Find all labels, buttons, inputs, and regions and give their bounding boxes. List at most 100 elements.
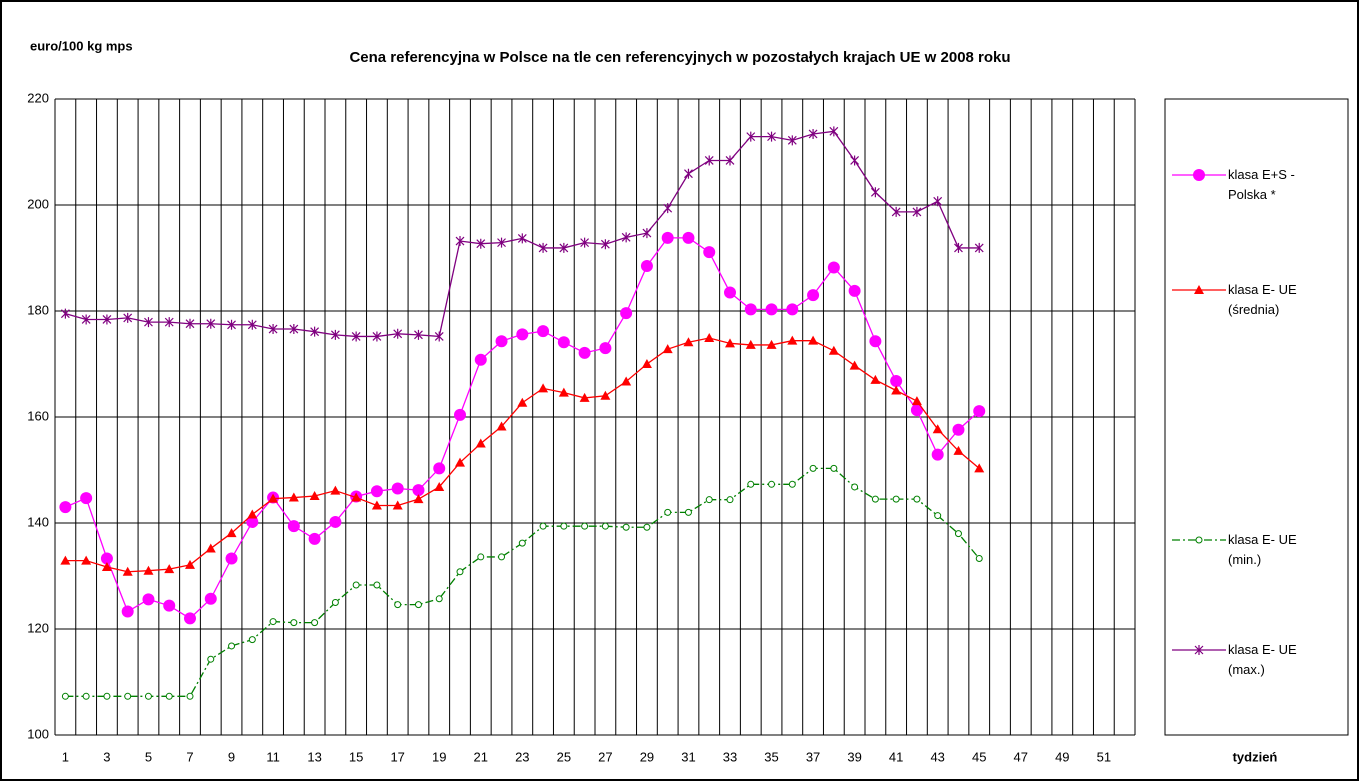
point — [498, 553, 506, 561]
x-tick-label: 3 — [103, 749, 110, 764]
point — [786, 303, 799, 316]
point — [413, 494, 424, 504]
point — [351, 492, 362, 502]
point — [973, 405, 986, 418]
point — [682, 231, 695, 244]
point — [204, 592, 217, 605]
point — [933, 196, 943, 207]
point — [186, 692, 194, 700]
chart-title: Cena referencyjna w Polsce na tle cen re… — [349, 49, 1010, 66]
point — [101, 561, 112, 571]
point — [581, 522, 589, 530]
x-tick-label: 25 — [557, 749, 571, 764]
point — [517, 397, 528, 407]
point — [643, 523, 651, 531]
point — [455, 236, 465, 247]
point — [869, 335, 882, 348]
point — [912, 206, 922, 217]
point — [144, 692, 152, 700]
point — [851, 483, 859, 491]
point — [226, 528, 237, 538]
y-tick-label: 100 — [27, 726, 49, 741]
point — [143, 565, 154, 575]
point — [185, 559, 195, 569]
point — [664, 508, 672, 516]
point — [290, 619, 298, 627]
point — [725, 155, 735, 166]
point — [621, 376, 632, 386]
point — [455, 457, 465, 467]
point — [910, 404, 923, 417]
x-tick-label: 43 — [930, 749, 944, 764]
point — [808, 128, 818, 139]
point — [248, 636, 256, 644]
point — [640, 259, 653, 272]
point — [663, 203, 673, 214]
point — [309, 490, 320, 500]
point — [435, 595, 443, 603]
point — [517, 233, 527, 244]
point — [850, 155, 860, 166]
point — [474, 353, 487, 366]
point — [205, 543, 216, 553]
point — [892, 495, 900, 503]
point — [82, 692, 90, 700]
point — [974, 463, 985, 473]
point — [122, 566, 133, 576]
x-tick-label: 31 — [681, 749, 695, 764]
point — [891, 206, 901, 217]
point — [454, 408, 466, 421]
point — [662, 344, 673, 354]
point — [352, 581, 360, 589]
y-tick-label: 200 — [27, 196, 49, 211]
point — [475, 438, 486, 448]
point — [268, 324, 278, 335]
point — [787, 135, 797, 146]
point — [641, 359, 652, 368]
x-tick-label: 51 — [1097, 749, 1111, 764]
point — [393, 328, 403, 339]
x-tick-label: 1 — [62, 749, 69, 764]
point — [954, 530, 962, 538]
point — [81, 314, 91, 325]
point — [414, 601, 422, 609]
point — [601, 522, 609, 530]
y-tick-label: 140 — [27, 514, 49, 529]
point — [747, 480, 755, 488]
x-tick-label: 49 — [1055, 749, 1069, 764]
point — [516, 328, 529, 341]
legend-label: klasa E- UE (średnia) — [1228, 282, 1297, 317]
point — [953, 445, 964, 455]
point — [538, 383, 549, 393]
point — [579, 392, 590, 402]
point — [599, 342, 612, 355]
point — [124, 692, 132, 700]
point — [767, 131, 776, 142]
x-tick-label: 11 — [266, 749, 280, 764]
point — [934, 512, 942, 520]
point — [975, 555, 983, 563]
point — [539, 522, 547, 530]
x-tick-label: 27 — [598, 749, 612, 764]
point — [246, 515, 259, 528]
point — [373, 581, 381, 589]
point — [268, 493, 279, 503]
point — [165, 692, 173, 700]
x-tick-label: 29 — [640, 749, 654, 764]
point — [871, 495, 879, 503]
point — [456, 568, 464, 576]
y-tick-label: 120 — [27, 620, 49, 635]
point — [1193, 169, 1205, 181]
y-axis-label: euro/100 kg mps — [30, 38, 133, 53]
point — [433, 462, 446, 475]
x-tick-label: 47 — [1014, 749, 1028, 764]
point — [80, 492, 93, 505]
point — [371, 500, 382, 510]
point — [351, 331, 361, 342]
point — [661, 231, 674, 244]
x-tick-label: 19 — [432, 749, 446, 764]
point — [163, 599, 176, 612]
point — [392, 500, 403, 510]
